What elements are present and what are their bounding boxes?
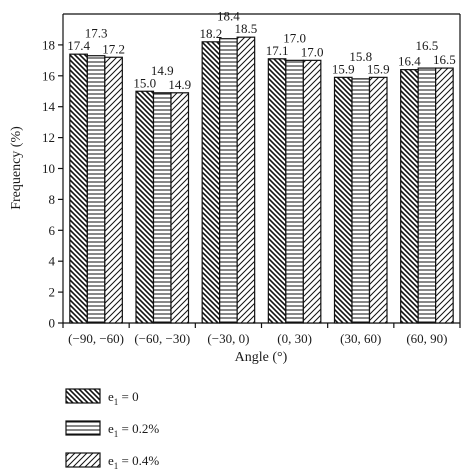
legend-label-rest: = 0.2%: [118, 421, 159, 436]
legend-label-rest: = 0.4%: [118, 453, 159, 468]
bar-3-3: [236, 36, 256, 324]
bar-value-labels: 17.417.317.215.014.914.918.218.418.517.1…: [67, 9, 456, 92]
bar-value-label: 14.9: [168, 77, 191, 92]
bar-value-label: 16.5: [416, 38, 439, 53]
legend-swatch-2: [65, 420, 101, 436]
x-tick-label: (−90, −60): [68, 331, 124, 346]
legend-label-3: e1 = 0.4%: [108, 453, 159, 471]
y-tick-label: 16: [42, 68, 56, 83]
bar-3-2: [170, 92, 190, 324]
bar-value-label: 15.9: [367, 61, 390, 76]
x-tick-label: (60, 90): [406, 331, 447, 346]
bar-2-6: [417, 67, 437, 324]
bar-value-label: 18.2: [200, 26, 223, 41]
y-tick-label: 10: [42, 161, 55, 176]
y-tick-label: 8: [49, 192, 56, 207]
legend-label-main: e: [108, 389, 114, 404]
bar-value-label: 17.4: [67, 38, 90, 53]
bar-3-6: [435, 67, 454, 324]
bar-1-3: [201, 41, 221, 324]
y-tick-label: 2: [49, 285, 56, 300]
bar-value-label: 17.0: [283, 30, 306, 45]
bar-1-6: [400, 69, 419, 324]
y-tick-label: 14: [42, 99, 56, 114]
bar-value-label: 18.5: [235, 21, 258, 36]
y-tick-label: 0: [49, 316, 56, 331]
bar-value-label: 15.9: [332, 61, 355, 76]
bar-value-label: 15.0: [133, 75, 156, 90]
bar-2-5: [351, 78, 371, 324]
bar-value-label: 17.1: [266, 43, 289, 58]
legend: e1 = 0e1 = 0.2%e1 = 0.4%: [65, 388, 159, 471]
legend-label-main: e: [108, 421, 114, 436]
bar-2-3: [219, 38, 238, 324]
bar-value-label: 14.9: [151, 63, 174, 78]
x-axis-title: Angle (°): [235, 350, 288, 365]
bar-value-label: 16.4: [398, 54, 421, 69]
y-tick-label: 6: [49, 223, 56, 238]
bar-1-2: [135, 90, 155, 324]
bar-3-5: [368, 76, 388, 324]
bar-2-1: [86, 55, 106, 324]
bar-2-2: [152, 92, 172, 324]
x-axis-ticks: (−90, −60) (−60, −30) (−30, 0) (0, 30) (30, …: [62, 323, 461, 346]
bars: [69, 36, 454, 324]
legend-swatch-3: [65, 452, 101, 468]
legend-label-rest: = 0: [118, 389, 138, 404]
y-tick-label: 4: [49, 254, 56, 269]
legend-swatch-1: [65, 388, 101, 404]
bar-1-4: [267, 58, 287, 324]
bar-value-label: 18.4: [217, 9, 240, 24]
bar-value-label: 15.8: [349, 49, 372, 64]
bar-2-4: [285, 59, 304, 324]
legend-label-subscript: 1: [114, 429, 119, 439]
x-tick-label: (30, 60): [340, 331, 381, 346]
x-tick-label: (−60, −30): [134, 331, 190, 346]
x-tick-label: (0, 30): [277, 331, 312, 346]
bar-3-4: [302, 59, 322, 324]
bar-value-label: 17.0: [301, 44, 324, 59]
legend-label-main: e: [108, 453, 114, 468]
y-axis-title: Frequency (%): [9, 126, 24, 210]
legend-label-1: e1 = 0: [108, 389, 139, 407]
bar-1-1: [69, 53, 88, 324]
bar-value-label: 16.5: [433, 52, 456, 67]
y-tick-label: 18: [42, 37, 55, 52]
legend-label-subscript: 1: [114, 397, 119, 407]
legend-label-subscript: 1: [114, 461, 119, 471]
bar-value-label: 17.3: [85, 26, 108, 41]
bar-1-5: [333, 76, 353, 324]
y-tick-label: 12: [42, 130, 55, 145]
bar-3-1: [104, 56, 123, 324]
y-axis-ticks: 0 2 4 6 8 10 12 14 16 18: [42, 37, 63, 331]
bar-value-label: 17.2: [102, 41, 125, 56]
legend-label-2: e1 = 0.2%: [108, 421, 159, 439]
x-tick-label: (−30, 0): [207, 331, 249, 346]
